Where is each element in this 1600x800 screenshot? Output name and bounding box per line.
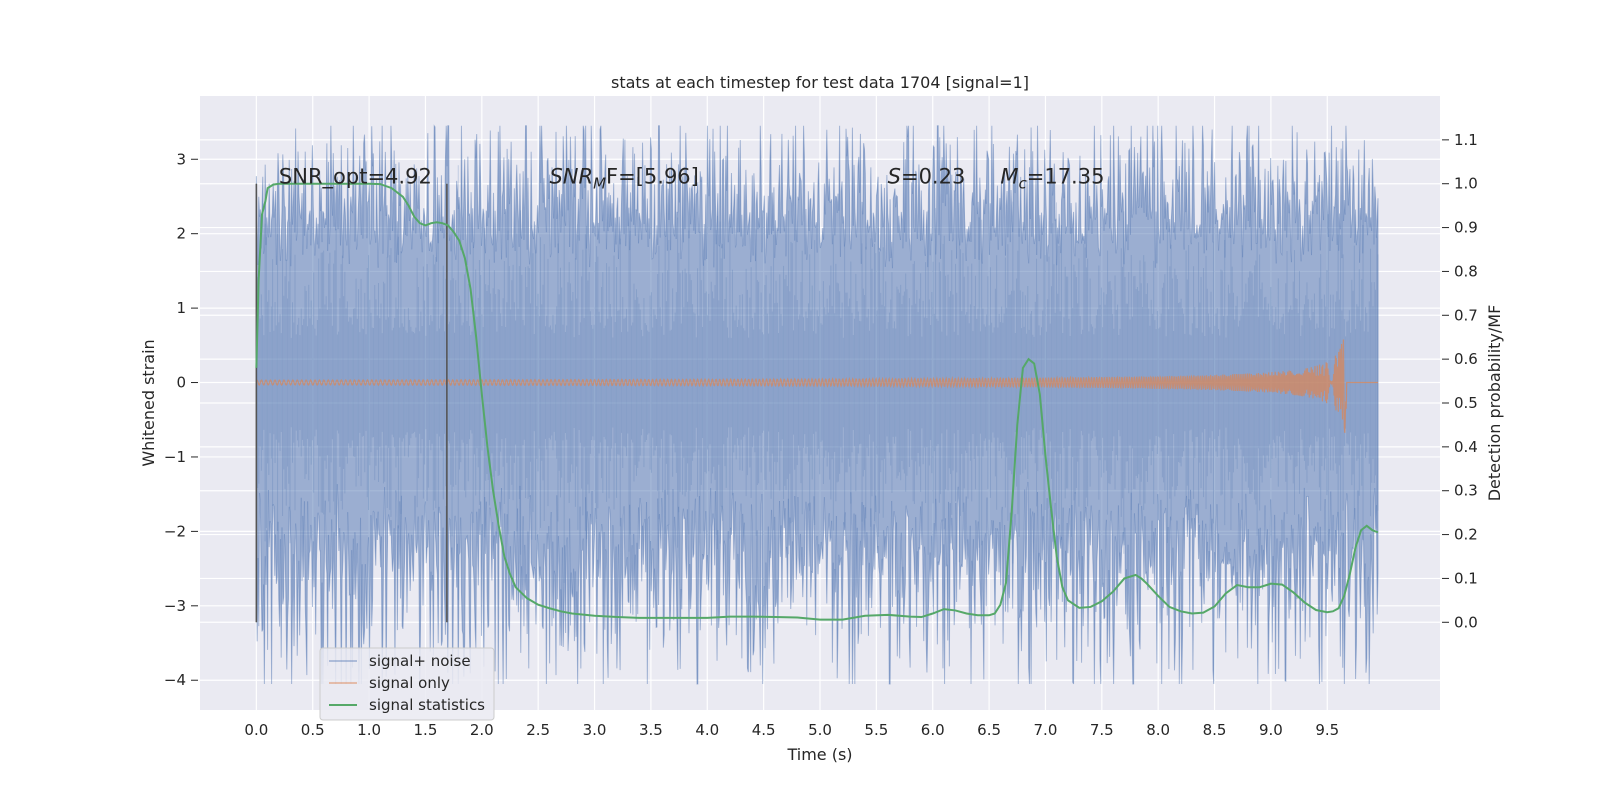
annotation-0: SNR_opt=4.92 [279, 165, 432, 190]
x-tick-label: 0.5 [301, 721, 325, 739]
y2-tick-label: 0.5 [1454, 394, 1478, 412]
noise-band [255, 124, 1379, 685]
y2-tick-label: 0.0 [1454, 613, 1478, 631]
x-tick-label: 7.5 [1090, 721, 1114, 739]
x-tick-label: 2.5 [526, 721, 550, 739]
x-tick-label: 7.0 [1034, 721, 1058, 739]
x-tick-label: 6.5 [977, 721, 1001, 739]
x-tick-label: 5.0 [808, 721, 832, 739]
legend: signal+ noise signal only signal statist… [319, 647, 495, 721]
x-tick-label: 5.5 [864, 721, 888, 739]
x-tick-label: 3.5 [639, 721, 663, 739]
y2-tick-label: 0.6 [1454, 350, 1478, 368]
y2-tick-label: 0.1 [1454, 569, 1478, 587]
x-tick-label: 1.5 [414, 721, 438, 739]
x-axis-label: Time (s) [786, 745, 852, 764]
annotation-2: S=0.23 [888, 165, 966, 189]
stats-series [255, 182, 1379, 621]
x-tick-labels: 0.0 0.5 1.0 1.5 2.0 2.5 3.0 3.5 4.0 4.5 5.0 5.5 6.0 6… [244, 721, 1339, 739]
signal-series [255, 339, 1378, 433]
x-tick-label: 1.0 [357, 721, 381, 739]
y-tick-label: −3 [164, 597, 186, 615]
annotations: SNR_opt=4.92 SNRMF=[5.96] S=0.23 Mc=17.35 [279, 165, 1105, 193]
x-tick-label: 9.5 [1315, 721, 1339, 739]
x-tick-label: 2.0 [470, 721, 494, 739]
x-tick-label: 4.5 [752, 721, 776, 739]
y-tick-label: 2 [176, 225, 186, 243]
x-tick-label: 8.0 [1146, 721, 1170, 739]
y2-tick-label: 1.1 [1454, 131, 1478, 149]
annotation-3: Mc=17.35 [1000, 165, 1104, 193]
y2-tick-label: 0.3 [1454, 482, 1478, 500]
y-tick-label: −4 [164, 671, 186, 689]
y2-axis-label: Detection probability/MF [1485, 305, 1504, 502]
x-tick-label: 9.0 [1259, 721, 1283, 739]
legend-label-stats: signal statistics [369, 696, 485, 714]
y2-tick-label: 0.2 [1454, 526, 1478, 544]
vertical-markers [255, 183, 448, 623]
signal-line [255, 339, 1378, 433]
y-tick-label: 3 [176, 150, 186, 168]
y2-tick-label: 0.9 [1454, 219, 1478, 237]
stats-line [255, 182, 1379, 621]
chart-title: stats at each timestep for test data 170… [611, 73, 1029, 92]
x-tick-label: 3.0 [583, 721, 607, 739]
y-tick-label: −2 [164, 522, 186, 540]
y2-tick-label: 0.7 [1454, 306, 1478, 324]
x-tick-label: 4.0 [695, 721, 719, 739]
legend-label-signal: signal only [369, 674, 450, 692]
y2-tick-labels: 1.1 1.0 0.9 0.8 0.7 0.6 0.5 0.4 0.3 0.2 0.1 0.0 [1442, 131, 1478, 631]
annotation-1: SNRMF=[5.96] [549, 165, 698, 193]
x-tick-label: 8.5 [1203, 721, 1227, 739]
y-tick-label: 1 [176, 299, 186, 317]
x-tick-label: 6.0 [921, 721, 945, 739]
y2-tick-label: 0.8 [1454, 262, 1478, 280]
y-tick-label: 0 [176, 374, 186, 392]
y-axis-label: Whitened strain [139, 339, 158, 466]
x-tick-label: 0.0 [244, 721, 268, 739]
legend-box [319, 647, 495, 721]
y2-tick-label: 1.0 [1454, 175, 1478, 193]
y-tick-label: −1 [164, 448, 186, 466]
legend-label-noise: signal+ noise [369, 652, 471, 670]
y-tick-labels: 3 2 1 0 −1 −2 −3 −4 [164, 150, 198, 689]
y2-tick-label: 0.4 [1454, 438, 1478, 456]
